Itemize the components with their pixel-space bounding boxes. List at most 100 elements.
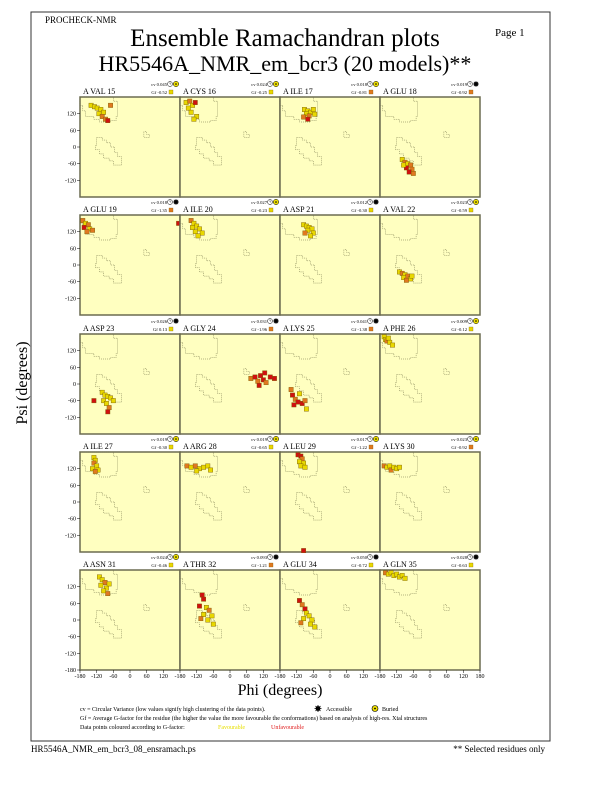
data-point	[409, 273, 415, 279]
plot-area	[79, 569, 181, 671]
data-point	[185, 105, 191, 111]
data-point	[267, 374, 273, 380]
data-point	[298, 463, 304, 469]
clock-icon	[367, 436, 373, 442]
x-tick-label: 0	[429, 674, 432, 680]
y-tick-label: 0	[73, 618, 76, 624]
accessible-icon	[173, 318, 179, 324]
data-point	[292, 396, 298, 402]
gf-colour-swatch	[268, 207, 274, 213]
buried-icon	[373, 81, 379, 87]
clock-hands	[369, 555, 372, 558]
data-point	[105, 409, 111, 415]
cv-value: cv 0.028	[451, 555, 468, 560]
cv-value: cv 0.023	[451, 437, 468, 442]
page-word: Page	[495, 27, 517, 39]
x-tick-label: 0	[129, 674, 132, 680]
data-point	[103, 401, 109, 406]
cv-value: cv 0.009	[451, 319, 468, 324]
clock-hands	[369, 82, 372, 85]
data-point	[302, 398, 308, 404]
allowed-region-outline	[279, 451, 318, 478]
plot-area	[179, 569, 281, 671]
allowed-region-outline	[79, 569, 118, 596]
clock-hands	[369, 200, 372, 203]
clock-icon	[367, 318, 373, 324]
gf-value: Gf -0.92	[451, 90, 467, 95]
y-tick-label: -180	[65, 668, 76, 674]
star-rays	[473, 81, 479, 87]
ramachandran-panel: A PHE 26 cv 0.009 Gf -0.12	[379, 318, 481, 435]
buried-icon	[473, 436, 479, 442]
buried-dot	[475, 201, 477, 203]
data-point	[403, 277, 409, 283]
data-point	[401, 275, 407, 280]
cv-value: cv 0.019	[151, 437, 168, 442]
buried-dot	[275, 83, 277, 85]
data-point	[210, 621, 216, 627]
data-point	[81, 225, 87, 230]
data-point	[191, 116, 197, 122]
x-tick-label: 60	[344, 674, 350, 680]
data-point	[105, 118, 111, 124]
cv-value: cv 0.019	[451, 82, 468, 87]
accessible-icon	[273, 318, 279, 324]
page-subtitle: HR5546A_NMR_em_bcr3 (20 models)**	[99, 51, 472, 76]
residue-label: A GLU 34	[283, 560, 317, 569]
data-point	[385, 335, 391, 341]
y-tick-label: 60	[70, 601, 76, 607]
cv-value: cv 0.019	[251, 437, 268, 442]
buried-icon	[473, 318, 479, 324]
data-point	[91, 460, 97, 466]
data-point	[299, 602, 305, 608]
x-axis-label: Phi (degrees)	[238, 682, 323, 699]
allowed-region-outline	[279, 569, 318, 596]
gf-colour-swatch	[368, 326, 374, 332]
data-point	[290, 392, 295, 398]
y-tick-label: -60	[68, 517, 76, 523]
ramachandran-panel: A LEU 29 cv 0.017 Gf -1.22	[279, 436, 381, 554]
legend-gf-text: Gf = Average G-factor for the residue (t…	[80, 715, 428, 722]
allowed-region-outline	[395, 492, 422, 521]
clock-hands	[169, 555, 172, 558]
accessible-icon	[473, 81, 479, 87]
data-point	[260, 377, 266, 383]
allowed-region-outline	[195, 374, 222, 403]
y-tick-label: -60	[68, 280, 76, 286]
allowed-region-outline	[379, 214, 418, 241]
allowed-region-outline	[379, 96, 418, 123]
y-tick-label: 120	[67, 467, 76, 473]
allowed-region-outline	[79, 96, 118, 123]
ramachandran-panel: A ILE 20 cv 0.027 Gf -0.23	[179, 199, 281, 316]
data-point	[99, 577, 105, 583]
data-point	[205, 463, 211, 469]
x-tick-label: 120	[359, 674, 368, 680]
data-point	[199, 592, 205, 598]
data-point	[387, 339, 393, 345]
x-tick-label: 60	[144, 674, 150, 680]
data-point	[310, 230, 316, 236]
clock-icon	[267, 554, 273, 560]
data-point	[92, 469, 98, 474]
allowed-region-outline	[379, 333, 418, 360]
ramachandran-panel: A ASN 31 cv 0.024 Gf -0.46	[79, 554, 181, 671]
data-point	[288, 387, 294, 392]
clock-hands	[269, 82, 272, 85]
data-point	[192, 463, 198, 469]
gf-colour-swatch	[368, 207, 374, 213]
star-rays	[473, 554, 479, 560]
data-point	[188, 218, 194, 223]
clock-icon	[267, 81, 273, 87]
buried-icon	[273, 81, 279, 87]
buried-icon	[173, 81, 179, 87]
residue-label: A GLU 19	[83, 205, 117, 214]
clock-icon	[167, 81, 173, 87]
accessible-icon	[373, 199, 379, 205]
y-tick-label: 0	[73, 263, 76, 269]
star-rays	[273, 554, 279, 560]
data-point	[96, 111, 102, 117]
data-point	[203, 605, 209, 610]
data-point	[106, 581, 112, 587]
buried-icon	[173, 436, 179, 442]
allowed-region-outline	[179, 214, 218, 241]
